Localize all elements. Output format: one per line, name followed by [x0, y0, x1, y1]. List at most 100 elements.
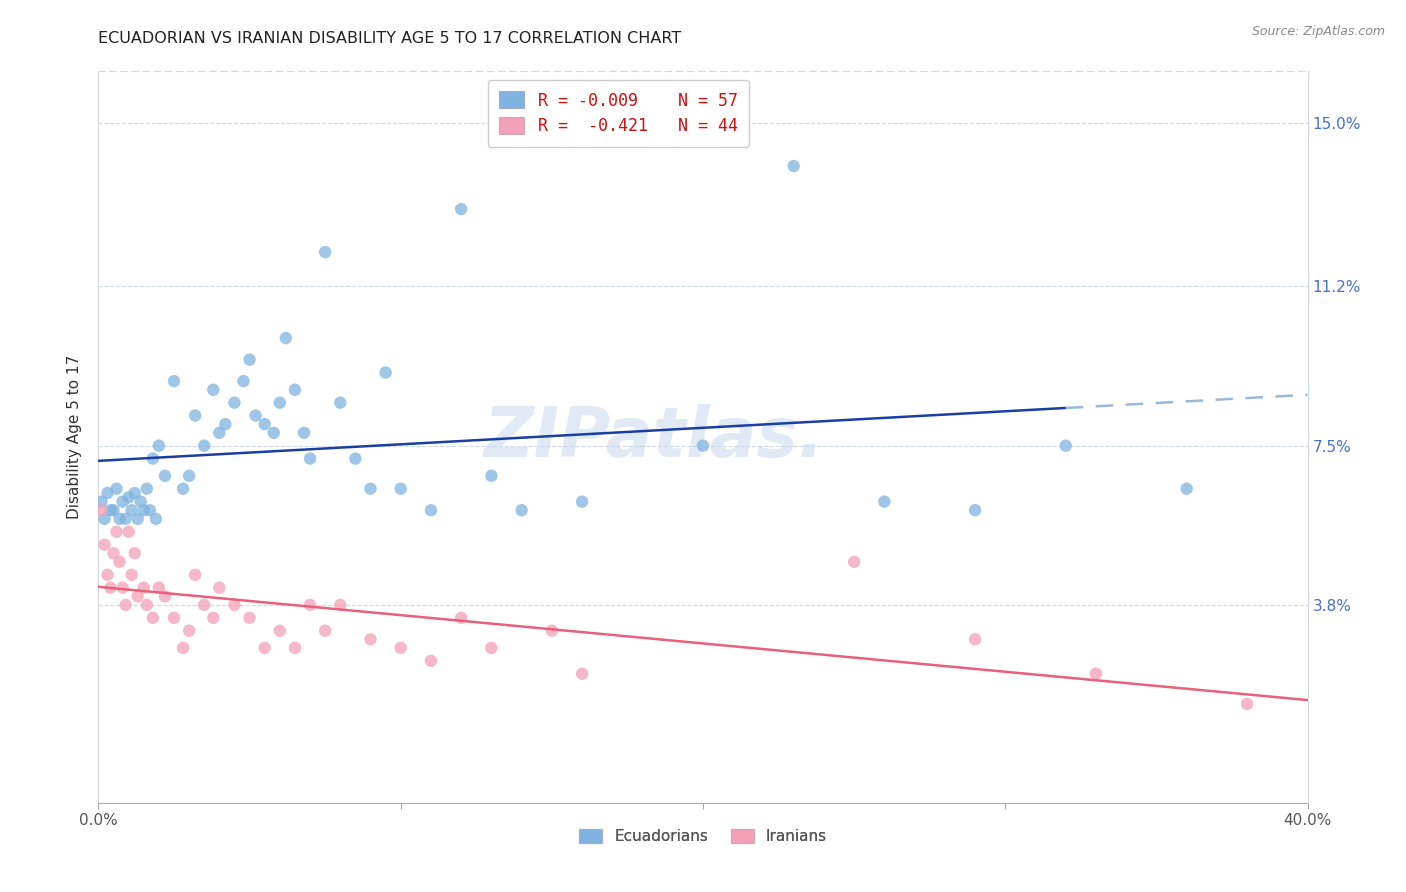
Point — [450, 202, 472, 216]
Point — [96, 486, 118, 500]
Point — [193, 439, 215, 453]
Point — [179, 624, 201, 638]
Point — [389, 640, 412, 655]
Point — [263, 425, 285, 440]
Point — [129, 494, 152, 508]
Point — [163, 374, 186, 388]
Point — [329, 395, 352, 409]
Point — [224, 395, 246, 409]
Point — [571, 666, 593, 681]
Point — [127, 589, 149, 603]
Point — [420, 503, 443, 517]
Point — [245, 409, 267, 423]
Point — [481, 468, 503, 483]
Point — [202, 383, 225, 397]
Point — [145, 512, 167, 526]
Point — [965, 632, 987, 647]
Point — [208, 581, 231, 595]
Point — [135, 482, 157, 496]
Point — [224, 598, 246, 612]
Point — [105, 482, 128, 496]
Point — [1175, 482, 1198, 496]
Text: ZIPatlas.: ZIPatlas. — [484, 403, 825, 471]
Point — [121, 503, 143, 517]
Point — [148, 581, 170, 595]
Point — [193, 598, 215, 612]
Point — [344, 451, 367, 466]
Text: Source: ZipAtlas.com: Source: ZipAtlas.com — [1251, 25, 1385, 38]
Point — [239, 352, 262, 367]
Point — [299, 451, 322, 466]
Point — [108, 512, 131, 526]
Point — [184, 409, 207, 423]
Point — [481, 640, 503, 655]
Point — [103, 546, 125, 560]
Point — [374, 366, 396, 380]
Point — [389, 482, 412, 496]
Point — [139, 503, 162, 517]
Point — [142, 451, 165, 466]
Point — [269, 624, 291, 638]
Point — [783, 159, 806, 173]
Point — [172, 482, 194, 496]
Point — [148, 439, 170, 453]
Point — [124, 546, 146, 560]
Point — [105, 524, 128, 539]
Point — [510, 503, 533, 517]
Point — [844, 555, 866, 569]
Point — [232, 374, 254, 388]
Point — [93, 538, 115, 552]
Point — [124, 486, 146, 500]
Point — [90, 503, 112, 517]
Point — [132, 503, 155, 517]
Point — [299, 598, 322, 612]
Point — [540, 624, 562, 638]
Point — [153, 589, 176, 603]
Point — [100, 581, 122, 595]
Point — [284, 640, 307, 655]
Point — [253, 417, 276, 432]
Point — [284, 383, 307, 397]
Y-axis label: Disability Age 5 to 17: Disability Age 5 to 17 — [67, 355, 83, 519]
Point — [450, 611, 472, 625]
Legend: Ecuadorians, Iranians: Ecuadorians, Iranians — [572, 822, 834, 850]
Point — [253, 640, 276, 655]
Point — [114, 512, 136, 526]
Point — [153, 468, 176, 483]
Point — [1054, 439, 1077, 453]
Point — [214, 417, 236, 432]
Point — [360, 632, 382, 647]
Point — [163, 611, 186, 625]
Point — [269, 395, 291, 409]
Point — [1236, 697, 1258, 711]
Point — [965, 503, 987, 517]
Point — [142, 611, 165, 625]
Point — [111, 494, 134, 508]
Point — [292, 425, 315, 440]
Point — [135, 598, 157, 612]
Point — [274, 331, 297, 345]
Point — [420, 654, 443, 668]
Point — [208, 425, 231, 440]
Point — [93, 512, 115, 526]
Point — [96, 567, 118, 582]
Point — [314, 245, 336, 260]
Point — [111, 581, 134, 595]
Point — [314, 624, 336, 638]
Point — [184, 567, 207, 582]
Point — [108, 555, 131, 569]
Point — [114, 598, 136, 612]
Point — [202, 611, 225, 625]
Point — [103, 503, 125, 517]
Point — [132, 581, 155, 595]
Point — [100, 503, 122, 517]
Point — [873, 494, 896, 508]
Point — [90, 494, 112, 508]
Point — [179, 468, 201, 483]
Point — [360, 482, 382, 496]
Point — [118, 491, 141, 505]
Point — [172, 640, 194, 655]
Point — [118, 524, 141, 539]
Point — [239, 611, 262, 625]
Point — [121, 567, 143, 582]
